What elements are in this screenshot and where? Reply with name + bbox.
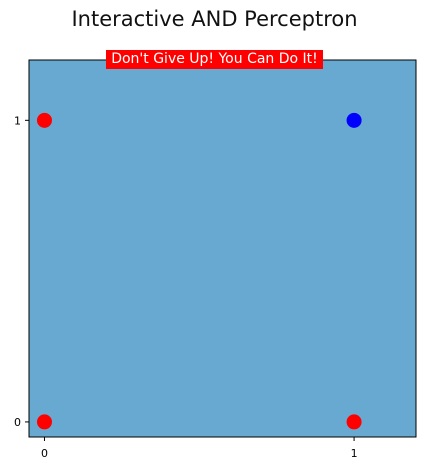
y-tick-label: 1 [14,114,21,127]
y-tick-label: 0 [14,416,21,429]
data-point-1[interactable] [346,112,362,128]
data-point-2[interactable] [36,414,52,430]
data-points [36,112,362,430]
x-tick-label: 0 [41,447,48,460]
encouragement-banner: Don't Give Up! You Can Do It! [0,48,429,69]
data-point-0[interactable] [36,112,52,128]
x-tick-label: 1 [351,447,358,460]
figure-title: Interactive AND Perceptron [71,7,358,31]
y-axis: 01 [14,114,29,429]
data-point-3[interactable] [346,414,362,430]
banner-text: Don't Give Up! You Can Do It! [106,50,323,69]
